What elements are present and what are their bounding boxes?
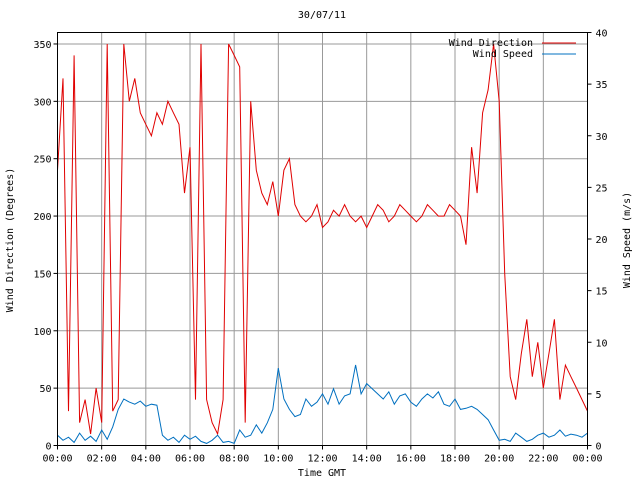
y-left-tick-label: 350 (33, 40, 51, 51)
y-right-tick-label: 20 (596, 235, 608, 246)
plot-frame (57, 32, 588, 446)
series-layer (57, 43, 588, 445)
x-tick-label: 00:00 (42, 454, 72, 465)
x-tick-label: 00:00 (572, 454, 602, 465)
x-tick-label: 18:00 (440, 454, 470, 465)
y-right-tick-label: 15 (596, 287, 608, 298)
y-right-tick-label: 40 (596, 29, 608, 40)
x-tick-label: 14:00 (352, 454, 382, 465)
y-axis-right-label: Wind Speed (m/s) (622, 192, 633, 288)
grid (57, 32, 588, 446)
y-axis-left: 0 50 100 150 200 250 300 350 (33, 40, 58, 453)
x-tick-label: 16:00 (396, 454, 426, 465)
y-left-tick-label: 0 (45, 442, 51, 453)
series-line-wind-direction (57, 43, 588, 436)
y-left-tick-label: 300 (33, 97, 51, 108)
y-left-tick-label: 150 (33, 269, 51, 280)
y-left-tick-label: 100 (33, 327, 51, 338)
x-tick-label: 20:00 (484, 454, 514, 465)
x-axis-label: Time GMT (298, 468, 346, 479)
legend: Wind Direction Wind Speed (449, 38, 576, 60)
y-right-tick-label: 0 (596, 442, 602, 453)
series-line-wind-speed (57, 364, 588, 445)
x-tick-label: 10:00 (263, 454, 293, 465)
x-axis: 00:00 02:00 04:00 06:00 08:00 10:00 12:00 14:00… (42, 445, 603, 465)
y-right-tick-label: 10 (596, 338, 608, 349)
x-tick-label: 06:00 (175, 454, 205, 465)
x-tick-label: 08:00 (219, 454, 249, 465)
y-right-tick-label: 35 (596, 80, 608, 91)
y-axis-left-label: Wind Direction (Degrees) (5, 168, 16, 313)
y-left-tick-label: 250 (33, 155, 51, 166)
y-axis-right: 0 5 10 15 20 25 30 35 40 (587, 29, 608, 453)
y-right-tick-label: 5 (596, 390, 602, 401)
y-left-tick-label: 50 (39, 384, 51, 395)
y-right-tick-label: 25 (596, 183, 608, 194)
legend-label-wind-speed: Wind Speed (473, 49, 533, 60)
chart-title: 30/07/11 (298, 10, 346, 21)
legend-label-wind-direction: Wind Direction (449, 38, 533, 49)
y-left-tick-label: 200 (33, 212, 51, 223)
x-tick-label: 02:00 (87, 454, 117, 465)
x-tick-label: 12:00 (307, 454, 337, 465)
x-tick-label: 22:00 (528, 454, 558, 465)
y-right-tick-label: 30 (596, 132, 608, 143)
x-tick-label: 04:00 (131, 454, 161, 465)
